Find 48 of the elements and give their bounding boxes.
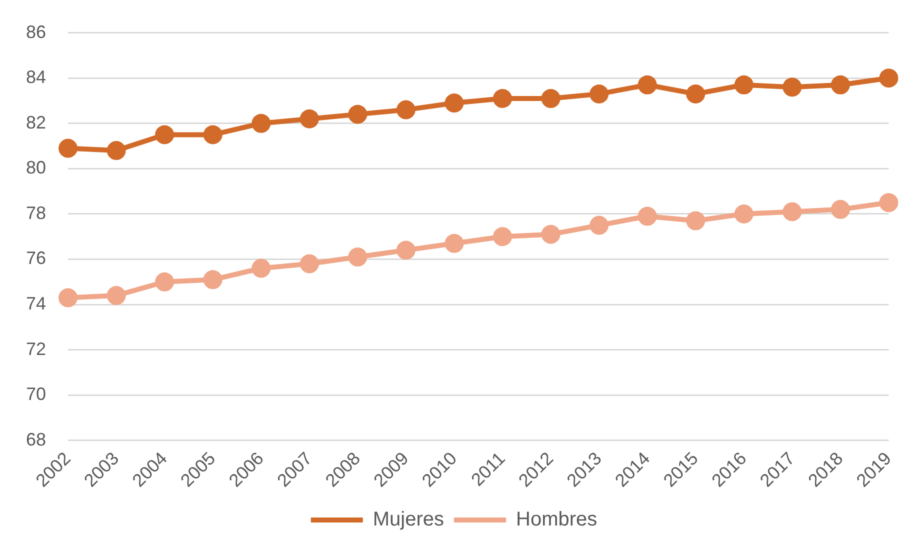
point [300,254,319,274]
point [686,211,706,230]
y-tick-label: 78 [26,202,46,223]
legend-label: Hombres [516,508,598,531]
point [541,224,560,244]
point [106,141,126,160]
point [638,206,657,226]
y-tick-label: 74 [26,294,46,314]
point [590,216,609,235]
point [638,75,657,94]
point [252,114,271,133]
legend-label: Mujeres [372,508,444,531]
y-tick-label: 70 [26,384,46,404]
point [348,247,368,266]
point [734,75,754,94]
y-tick-label: 80 [26,158,46,178]
point [58,138,78,158]
point [396,240,416,260]
point [541,88,560,108]
point [493,88,512,108]
point [155,272,174,292]
point [444,94,464,112]
point [782,202,802,222]
point [782,78,802,97]
point [252,258,271,278]
point [686,84,706,104]
point [203,125,222,144]
point [734,204,754,224]
point [493,227,512,246]
point [348,104,368,124]
point [300,109,319,128]
point [590,84,609,104]
y-tick-label: 68 [26,429,46,450]
point [58,288,78,308]
point [155,125,174,144]
y-tick-label: 72 [26,338,46,359]
point [830,75,850,94]
point [830,200,850,219]
y-tick-label: 84 [26,67,46,88]
y-tick-label: 86 [26,22,46,42]
point [106,286,126,305]
point [879,68,898,88]
point [444,234,464,253]
point [879,193,898,212]
y-tick-label: 82 [26,112,46,132]
y-tick-label: 76 [26,248,46,268]
point [396,100,416,120]
point [203,270,222,290]
